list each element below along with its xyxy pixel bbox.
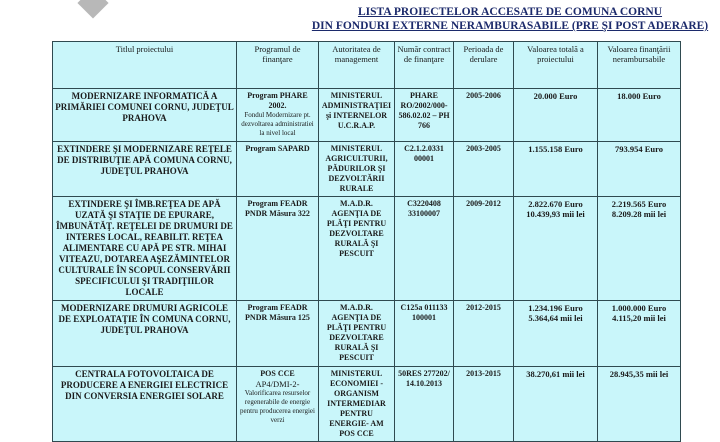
program-cell-program-note: Fondul Modernizare pt. dezvoltarea admin… <box>241 111 314 137</box>
contract-cell-contract: PHARE RO/2002/000-586.02.02 – PH 766 <box>398 91 450 130</box>
header-total-value: Valoarea totală a proiectului <box>513 41 598 89</box>
grant-value-cell: 28.945,35 mii lei <box>597 366 681 442</box>
grant-value-cell: 2.219.565 Euro 8.209.28 mii lei <box>597 196 681 301</box>
period-cell: 2009-2012 <box>453 196 514 301</box>
program-cell: POS CCE AP4/DMI-2- Valorificarea resurselo… <box>236 366 319 442</box>
contract-cell-contract: C3220408 33100007 <box>407 199 441 218</box>
authority-cell: M.A.D.R. AGENŢIA DE PLĂŢI PENTRU DEZVOLT… <box>318 300 395 367</box>
authority-cell-authority: MINISTERUL ADMINISTRAŢIEI şi INTERNELOR … <box>321 91 392 130</box>
authority-cell-authority: MINISTERUL AGRICULTURII, PĂDURILOR ŞI DE… <box>325 144 388 193</box>
program-cell-program-sub: AP4/DMI-2- <box>255 379 300 389</box>
grant-value-cell-grant: 28.945,35 mii lei <box>609 369 669 379</box>
projects-table: Titlul proiectului Programul de finanţar… <box>52 41 681 442</box>
header-period: Perioada de derulare <box>453 41 514 89</box>
project-title-cell: MODERNIZARE INFORMATICĂ A PRIMĂRIEI COMU… <box>52 88 237 142</box>
total-value-cell-total2: 5.364,64 mii lei <box>528 313 583 323</box>
authority-cell: MINISTERUL ECONOMIEI -ORGANISM INTERMEDI… <box>318 366 395 442</box>
total-value-cell-total: 20.000 Euro <box>533 91 578 101</box>
total-value-cell: 20.000 Euro <box>513 88 598 142</box>
table-row: MODERNIZARE INFORMATICĂ A PRIMĂRIEI COMU… <box>52 88 681 142</box>
period-cell-period: 2005-2006 <box>466 91 501 100</box>
program-cell: Program FEADR PNDR Măsura 322 <box>236 196 319 301</box>
contract-cell: C125a 011133 100001 <box>394 300 454 367</box>
coat-of-arms-logo <box>77 0 109 19</box>
program-cell-program: Program SAPARD <box>245 144 310 153</box>
total-value-cell: 2.822.670 Euro 10.439,93 mii lei <box>513 196 598 301</box>
document-title-line2: DIN FONDURI EXTERNE NERAMBURASABILE (PRE… <box>311 20 709 32</box>
table-row: EXTINDERE ŞI MODERNIZARE REŢELE DE DISTR… <box>52 141 681 197</box>
period-cell-period: 2003-2005 <box>466 144 501 153</box>
grant-value-cell: 1.000.000 Euro 4.115,20 mii lei <box>597 300 681 367</box>
header-title: Titlul proiectului <box>52 41 237 89</box>
program-cell: Program FEADR PNDR Măsura 125 <box>236 300 319 367</box>
authority-cell-authority: M.A.D.R. AGENŢIA DE PLĂŢI PENTRU DEZVOLT… <box>326 199 387 258</box>
header-authority: Autoritatea de management <box>318 41 395 89</box>
total-value-cell-total: 1.155.158 Euro <box>528 144 583 154</box>
contract-cell: C2.1.2.0331 00001 <box>394 141 454 197</box>
period-cell: 2005-2006 <box>453 88 514 142</box>
period-cell: 2012-2015 <box>453 300 514 367</box>
total-value-cell: 38.270,61 mii lei <box>513 366 598 442</box>
grant-value-cell-grant: 2.219.565 Euro <box>611 199 667 209</box>
authority-cell: MINISTERUL ADMINISTRAŢIEI şi INTERNELOR … <box>318 88 395 142</box>
program-cell: Program PHARE 2002. Fondul Modernizare pt… <box>236 88 319 142</box>
program-cell-program: Program PHARE 2002. <box>247 91 308 110</box>
program-cell-program-note: Valorificarea resurselor regenerabile de… <box>240 389 315 424</box>
header-program: Programul de finanţare <box>236 41 319 89</box>
contract-cell: C3220408 33100007 <box>394 196 454 301</box>
total-value-cell: 1.155.158 Euro <box>513 141 598 197</box>
project-title-cell-title: EXTINDERE ŞI MODERNIZARE REŢELE DE DISTR… <box>57 144 232 176</box>
project-title-cell-title: CENTRALA FOTOVOLTAICA DE PRODUCERE A ENE… <box>60 369 229 401</box>
project-title-cell: EXTINDERE ŞI ÎMB.REŢEA DE APĂ UZATĂ ŞI S… <box>52 196 237 301</box>
period-cell-period: 2009-2012 <box>466 199 501 208</box>
grant-value-cell-grant: 793.954 Euro <box>614 144 664 154</box>
total-value-cell: 1.234.196 Euro 5.364,64 mii lei <box>513 300 598 367</box>
grant-value-cell-grant2: 8.209.28 mii lei <box>611 209 667 219</box>
period-cell-period: 2013-2015 <box>466 369 501 378</box>
project-title-cell: MODERNIZARE DRUMURI AGRICOLE DE EXPLOATA… <box>52 300 237 367</box>
grant-value-cell-grant: 18.000 Euro <box>617 91 661 101</box>
program-cell: Program SAPARD <box>236 141 319 197</box>
authority-cell-authority: M.A.D.R. AGENŢIA DE PLĂŢI PENTRU DEZVOLT… <box>326 303 387 362</box>
table-row: MODERNIZARE DRUMURI AGRICOLE DE EXPLOATA… <box>52 300 681 367</box>
period-cell-period: 2012-2015 <box>466 303 501 312</box>
contract-cell-contract: C2.1.2.0331 00001 <box>404 144 444 163</box>
contract-cell: PHARE RO/2002/000-586.02.02 – PH 766 <box>394 88 454 142</box>
grant-value-cell: 18.000 Euro <box>597 88 681 142</box>
document-title-line1: LISTA PROIECTELOR ACCESATE DE COMUNA COR… <box>357 6 663 18</box>
authority-cell: MINISTERUL AGRICULTURII, PĂDURILOR ŞI DE… <box>318 141 395 197</box>
project-title-cell-title: MODERNIZARE DRUMURI AGRICOLE DE EXPLOATA… <box>58 303 231 335</box>
header-grant-value: Valoarea finanţării nerambursabile <box>597 41 681 89</box>
project-title-cell: EXTINDERE ŞI MODERNIZARE REŢELE DE DISTR… <box>52 141 237 197</box>
table-row: EXTINDERE ŞI ÎMB.REŢEA DE APĂ UZATĂ ŞI S… <box>52 196 681 301</box>
program-cell-program: Program FEADR PNDR Măsura 322 <box>245 199 310 218</box>
period-cell: 2013-2015 <box>453 366 514 442</box>
grant-value-cell-grant2: 4.115,20 mii lei <box>612 313 666 323</box>
contract-cell-contract: 50RES 277202/ 14.10.2013 <box>398 369 450 388</box>
contract-cell-contract: C125a 011133 100001 <box>400 303 448 322</box>
table-header-row: Titlul proiectului Programul de finanţar… <box>52 41 681 89</box>
program-cell-program: Program FEADR PNDR Măsura 125 <box>245 303 310 322</box>
header-contract: Număr contract de finanţare <box>394 41 454 89</box>
project-title-cell-title: EXTINDERE ŞI ÎMB.REŢEA DE APĂ UZATĂ ŞI S… <box>56 199 233 297</box>
contract-cell: 50RES 277202/ 14.10.2013 <box>394 366 454 442</box>
total-value-cell-total2: 10.439,93 mii lei <box>526 209 585 219</box>
grant-value-cell-grant: 1.000.000 Euro <box>611 303 667 313</box>
table-row: CENTRALA FOTOVOLTAICA DE PRODUCERE A ENE… <box>52 366 681 442</box>
period-cell: 2003-2005 <box>453 141 514 197</box>
authority-cell-authority: MINISTERUL ECONOMIEI -ORGANISM INTERMEDI… <box>327 369 386 438</box>
total-value-cell-total: 38.270,61 mii lei <box>526 369 585 379</box>
total-value-cell-total: 2.822.670 Euro <box>528 199 583 209</box>
authority-cell: M.A.D.R. AGENŢIA DE PLĂŢI PENTRU DEZVOLT… <box>318 196 395 301</box>
program-cell-program: POS CCE <box>260 369 295 378</box>
project-title-cell-title: MODERNIZARE INFORMATICĂ A PRIMĂRIEI COMU… <box>55 91 234 123</box>
project-title-cell: CENTRALA FOTOVOLTAICA DE PRODUCERE A ENE… <box>52 366 237 442</box>
total-value-cell-total: 1.234.196 Euro <box>528 303 583 313</box>
grant-value-cell: 793.954 Euro <box>597 141 681 197</box>
